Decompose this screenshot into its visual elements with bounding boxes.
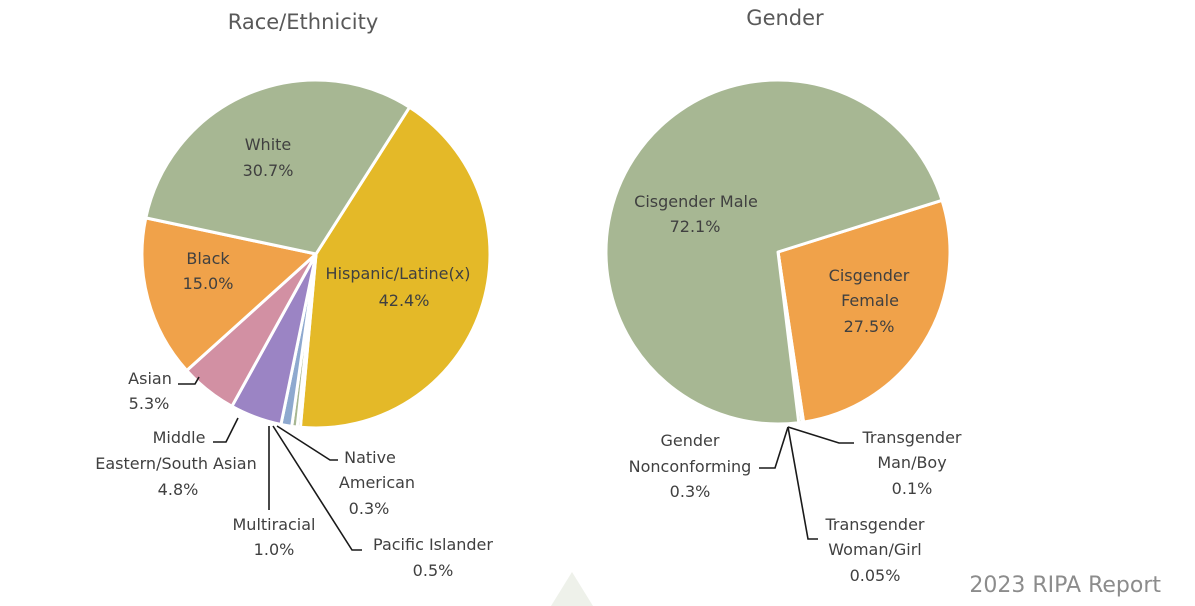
label-nonconforming-value: 0.3% bbox=[670, 482, 711, 501]
label-white-name: White bbox=[245, 135, 292, 154]
gender-chart-title: Gender bbox=[746, 6, 824, 30]
label-middle-eastern-value: 4.8% bbox=[158, 480, 199, 499]
label-trans-woman-line1: Transgender bbox=[825, 515, 925, 534]
label-white-value: 30.7% bbox=[243, 161, 294, 180]
gender-labels: Cisgender Male 72.1% Cisgender Female 27… bbox=[629, 192, 962, 585]
report-footer: 2023 RIPA Report bbox=[969, 573, 1161, 598]
gender-slice-cisgender-male bbox=[604, 78, 944, 426]
label-middle-eastern-line1: Middle bbox=[153, 428, 206, 447]
leader-native-american bbox=[276, 425, 338, 461]
label-asian-name: Asian bbox=[128, 369, 172, 388]
label-cis-male-name: Cisgender Male bbox=[634, 192, 758, 211]
label-trans-woman-line2: Woman/Girl bbox=[828, 540, 921, 559]
label-cis-female-line1: Cisgender bbox=[829, 266, 910, 285]
label-pacific-islander-value: 0.5% bbox=[413, 561, 454, 580]
leader-pacific-islander bbox=[272, 425, 362, 551]
label-native-american-value: 0.3% bbox=[349, 499, 390, 518]
label-native-american-line2: American bbox=[339, 473, 415, 492]
label-trans-man-line1: Transgender bbox=[862, 428, 962, 447]
race-slice-white bbox=[144, 78, 411, 256]
race-pie bbox=[140, 78, 492, 430]
label-cis-male-value: 72.1% bbox=[670, 217, 721, 236]
label-trans-man-line2: Man/Boy bbox=[877, 453, 946, 472]
race-chart-title: Race/Ethnicity bbox=[228, 10, 379, 34]
label-middle-eastern-line2: Eastern/South Asian bbox=[95, 454, 256, 473]
label-nonconforming-line2: Nonconforming bbox=[629, 457, 752, 476]
leader-asian bbox=[178, 376, 200, 385]
label-multiracial-name: Multiracial bbox=[233, 515, 316, 534]
label-trans-man-value: 0.1% bbox=[892, 479, 933, 498]
label-nonconforming-line1: Gender bbox=[661, 431, 720, 450]
leader-transgender-woman bbox=[787, 426, 818, 540]
label-pacific-islander-name: Pacific Islander bbox=[373, 535, 493, 554]
leader-middle-eastern bbox=[213, 417, 239, 443]
race-labels: White 30.7% Black 15.0% Hispanic/Latine(… bbox=[95, 135, 493, 580]
label-cis-female-line2: Female bbox=[841, 291, 899, 310]
label-hispanic-name: Hispanic/Latine(x) bbox=[326, 264, 471, 283]
label-trans-woman-value: 0.05% bbox=[850, 566, 901, 585]
race-slice-hispanic-latine-x bbox=[298, 105, 492, 430]
label-asian-value: 5.3% bbox=[129, 394, 170, 413]
gender-slice-cisgender-female bbox=[776, 198, 952, 424]
watermark-triangle bbox=[551, 572, 593, 606]
race-slice-black bbox=[140, 216, 318, 372]
leader-gender-nonconforming bbox=[759, 426, 789, 469]
label-native-american-line1: Native bbox=[344, 448, 396, 467]
label-black-name: Black bbox=[186, 249, 230, 268]
label-black-value: 15.0% bbox=[183, 274, 234, 293]
label-multiracial-value: 1.0% bbox=[254, 540, 295, 559]
leader-transgender-man bbox=[787, 426, 854, 444]
gender-pie bbox=[604, 78, 952, 426]
label-cis-female-value: 27.5% bbox=[844, 317, 895, 336]
label-hispanic-value: 42.4% bbox=[379, 291, 430, 310]
